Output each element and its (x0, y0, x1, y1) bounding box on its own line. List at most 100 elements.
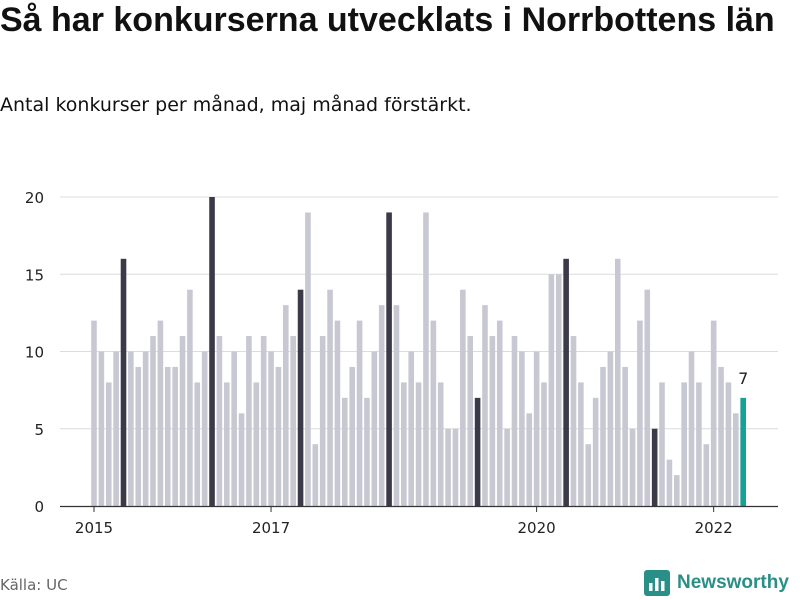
bar (703, 444, 710, 506)
bar (349, 366, 355, 506)
bar (290, 336, 296, 506)
bar (585, 444, 592, 506)
bar (644, 289, 651, 506)
bar (740, 397, 746, 506)
chart-title: Så har konkurserna utvecklats i Norrbott… (0, 1, 775, 39)
bar (164, 366, 171, 506)
bar (319, 336, 326, 506)
bar (563, 258, 569, 506)
bar (482, 305, 488, 506)
bar (105, 382, 112, 506)
bar (541, 382, 547, 506)
bar (91, 320, 97, 506)
bar (98, 351, 105, 506)
bar (511, 336, 518, 506)
x-tick-label: 2017 (252, 519, 290, 537)
bar (437, 382, 444, 506)
bar (297, 289, 304, 506)
bar (423, 212, 429, 506)
bar (172, 366, 178, 506)
bar (157, 320, 164, 506)
bar (260, 336, 267, 506)
bar (312, 444, 319, 506)
bar (408, 351, 415, 506)
bar (718, 366, 724, 506)
bar (533, 351, 540, 506)
bar (201, 351, 208, 506)
bar (474, 397, 481, 506)
bar-chart: 0 5 10 15 20 7 2015 2017 2020 2022 (25, 189, 778, 537)
bar (696, 382, 702, 506)
bar (386, 212, 392, 506)
bar (364, 397, 370, 506)
bar (342, 397, 348, 506)
bar (268, 351, 274, 506)
brand-logo: Newsworthy (644, 566, 789, 600)
bar (371, 351, 378, 506)
bar (401, 382, 407, 506)
bar (283, 305, 289, 506)
bar (194, 382, 201, 506)
bar (334, 320, 341, 506)
bar (467, 336, 474, 506)
bar (629, 428, 636, 506)
bar (209, 197, 215, 506)
brand-name: Newsworthy (677, 572, 789, 593)
bar (275, 366, 282, 506)
bar-chart-logo-icon (644, 570, 670, 596)
source-note: Källa: UC (0, 576, 68, 594)
bar (637, 320, 643, 506)
current-value-label: 7 (738, 369, 748, 388)
x-tick-label: 2015 (75, 519, 113, 537)
bar (651, 428, 658, 506)
bar (231, 351, 237, 506)
bar (393, 305, 400, 506)
y-tick-label: 15 (25, 266, 44, 284)
bar (526, 413, 533, 506)
y-tick-label: 20 (25, 189, 44, 207)
bar (356, 320, 363, 506)
bar (113, 351, 119, 506)
bar (460, 289, 466, 506)
bar (496, 320, 503, 506)
bar (570, 336, 577, 506)
bar (135, 366, 142, 506)
bar (614, 258, 621, 506)
bar (504, 428, 510, 506)
bar (659, 382, 665, 506)
bar (179, 336, 186, 506)
bar (732, 413, 739, 506)
bar (710, 320, 717, 506)
bar (725, 382, 732, 506)
bar (223, 382, 230, 506)
bar (600, 366, 606, 506)
y-tick-label: 10 (25, 344, 44, 362)
bar (128, 351, 134, 506)
x-tick-label: 2020 (518, 519, 556, 537)
bar (430, 320, 437, 506)
bar (519, 351, 525, 506)
bar (607, 351, 614, 506)
bar (681, 382, 687, 506)
bar (452, 428, 459, 506)
x-tick-label: 2022 (695, 519, 733, 537)
bar (187, 289, 193, 506)
bar (578, 382, 584, 506)
bar (238, 413, 245, 506)
bar (489, 336, 496, 506)
bar (415, 382, 422, 506)
bar (150, 336, 156, 506)
bar (305, 212, 311, 506)
bar (688, 351, 695, 506)
bar (666, 459, 673, 506)
bar (592, 397, 599, 506)
bar (378, 305, 385, 506)
bar (253, 382, 260, 506)
bar (216, 336, 223, 506)
bar (327, 289, 333, 506)
bar (142, 351, 149, 506)
chart-subtitle: Antal konkurser per månad, maj månad för… (0, 94, 472, 116)
y-tick-label: 0 (34, 498, 44, 516)
bar (673, 475, 680, 506)
y-tick-label: 5 (34, 421, 44, 439)
